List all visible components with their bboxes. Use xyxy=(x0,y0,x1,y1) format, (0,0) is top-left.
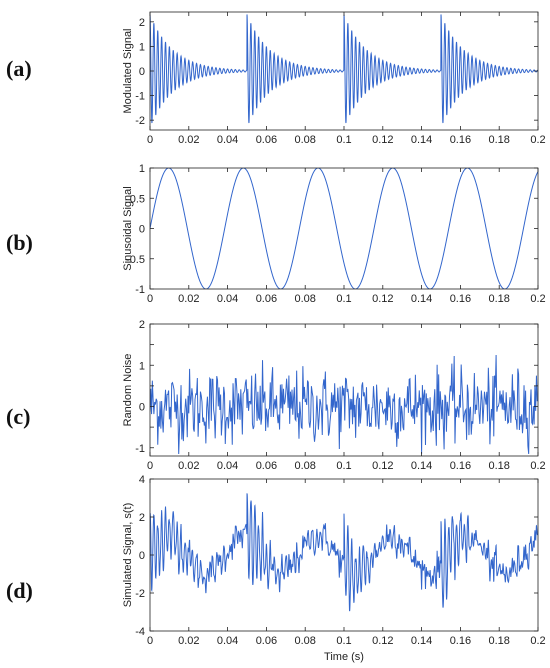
y-tick-label: 0 xyxy=(139,402,145,414)
y-tick-label: -0.5 xyxy=(126,254,145,266)
y-tick-label: 0 xyxy=(139,550,145,562)
x-tick-label: 0.1 xyxy=(336,134,351,146)
y-tick-label: 1 xyxy=(139,41,145,53)
chart-panel-2: 0 0.02 0.04 0.06 0.08 0.1 0.12 0.14 0.16 0.18 0.2 -… xyxy=(122,163,546,305)
x-tick-label: 0.06 xyxy=(256,635,277,647)
y-axis-label: Sinusoidal Signal xyxy=(122,186,134,270)
x-tick-label: 0.12 xyxy=(372,460,393,472)
x-tick-label: 0.16 xyxy=(450,134,471,146)
y-tick-label: -4 xyxy=(135,626,145,638)
x-tick-label: 0.14 xyxy=(411,293,432,305)
x-tick-label: 0.14 xyxy=(411,460,432,472)
x-tick-label: 0.06 xyxy=(256,293,277,305)
y-tick-label: 2 xyxy=(139,319,145,331)
y-tick-label: 1 xyxy=(139,360,145,372)
x-tick-label: 0.18 xyxy=(488,293,509,305)
y-tick-label: 1 xyxy=(139,163,145,175)
x-tick-label: 0.08 xyxy=(294,134,315,146)
x-tick-label: 0 xyxy=(147,134,153,146)
x-tick-label: 0.04 xyxy=(217,460,238,472)
panel-label-a: (a) xyxy=(6,56,32,81)
x-tick-label: 0.16 xyxy=(450,460,471,472)
x-tick-label: 0.2 xyxy=(530,460,545,472)
x-tick-label: 0.2 xyxy=(530,635,545,647)
x-tick-label: 0.04 xyxy=(217,635,238,647)
x-tick-label: 0.06 xyxy=(256,134,277,146)
x-tick-label: 0.2 xyxy=(530,134,545,146)
x-tick-label: 0.1 xyxy=(336,635,351,647)
y-tick-label: -2 xyxy=(135,588,145,600)
x-tick-label: 0 xyxy=(147,293,153,305)
series-line xyxy=(150,168,538,289)
x-tick-label: 0.06 xyxy=(256,460,277,472)
chart-panel-1: 0 0.02 0.04 0.06 0.08 0.1 0.12 0.14 0.16 0.18 0.2 -… xyxy=(122,11,546,146)
y-axis-label: Simulated Signal, s(t) xyxy=(122,503,134,608)
x-tick-label: 0.2 xyxy=(530,293,545,305)
y-tick-label: 2 xyxy=(139,512,145,524)
y-tick-label: -1 xyxy=(135,284,145,296)
x-tick-label: 0.12 xyxy=(372,635,393,647)
plot-frame xyxy=(149,167,539,290)
x-tick-label: 0 xyxy=(147,635,153,647)
x-tick-label: 0.18 xyxy=(488,134,509,146)
chart-panel-4: 0 0.02 0.04 0.06 0.08 0.1 0.12 0.14 0.16 0.18 0.2 -… xyxy=(122,474,546,663)
chart-panel-3: 0 0.02 0.04 0.06 0.08 0.1 0.12 0.14 0.16 0.18 0.2 -… xyxy=(122,319,546,472)
x-tick-label: 0.16 xyxy=(450,635,471,647)
y-tick-label: 0 xyxy=(139,66,145,78)
x-tick-label: 0.14 xyxy=(411,134,432,146)
y-tick-label: 0 xyxy=(139,224,145,236)
panel-label-c: (c) xyxy=(6,404,31,429)
x-tick-label: 0.08 xyxy=(294,635,315,647)
series-line xyxy=(150,354,538,454)
x-tick-label: 0.02 xyxy=(178,460,199,472)
x-tick-label: 0.02 xyxy=(178,134,199,146)
series-line xyxy=(150,14,538,124)
y-axis-label: Modulated Signal xyxy=(122,28,134,113)
panel-label-d: (d) xyxy=(6,578,33,603)
x-axis-label: Time (s) xyxy=(324,651,364,663)
y-tick-label: 0.5 xyxy=(130,193,145,205)
x-tick-label: 0.02 xyxy=(178,635,199,647)
x-tick-label: 0.04 xyxy=(217,134,238,146)
x-tick-label: 0 xyxy=(147,460,153,472)
x-tick-label: 0.18 xyxy=(488,635,509,647)
x-tick-label: 0.04 xyxy=(217,293,238,305)
x-tick-label: 0.1 xyxy=(336,460,351,472)
y-tick-label: 2 xyxy=(139,17,145,29)
y-tick-label: -1 xyxy=(135,91,145,103)
series-line xyxy=(150,493,538,612)
x-tick-label: 0.12 xyxy=(372,134,393,146)
panel-label-b: (b) xyxy=(6,230,33,255)
x-tick-label: 0.1 xyxy=(336,293,351,305)
x-tick-label: 0.08 xyxy=(294,293,315,305)
x-tick-label: 0.14 xyxy=(411,635,432,647)
x-tick-label: 0.02 xyxy=(178,293,199,305)
y-tick-label: 4 xyxy=(139,474,145,486)
y-axis-label: Random Noise xyxy=(122,354,134,427)
x-tick-label: 0.08 xyxy=(294,460,315,472)
x-tick-label: 0.12 xyxy=(372,293,393,305)
x-tick-label: 0.18 xyxy=(488,460,509,472)
y-tick-label: -1 xyxy=(135,443,145,455)
y-tick-label: -2 xyxy=(135,115,145,127)
x-tick-label: 0.16 xyxy=(450,293,471,305)
